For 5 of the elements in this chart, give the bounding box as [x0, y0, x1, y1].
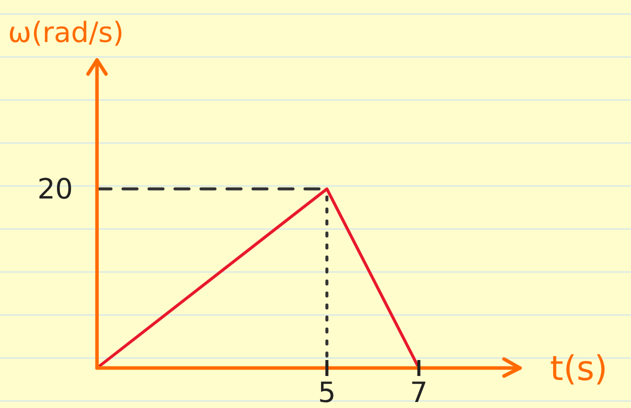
x-tick-label: 7	[410, 376, 428, 408]
text: 20	[37, 172, 73, 206]
x-axis-title: t(s)	[550, 348, 608, 389]
x-tick-label: 5	[318, 376, 336, 408]
y-axis-title: ω(rad/s)	[8, 16, 124, 49]
